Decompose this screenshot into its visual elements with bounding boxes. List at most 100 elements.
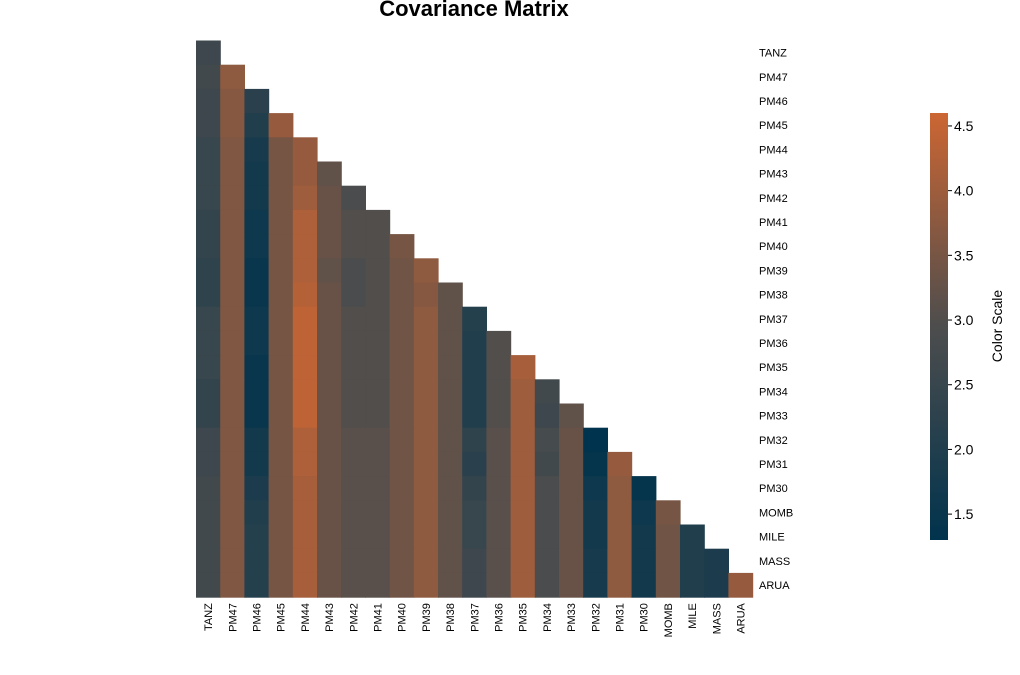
heatmap-cell-arua-pm45: [268, 572, 294, 598]
heatmap-cell-pm43-pm43: [317, 161, 342, 187]
heatmap-cell-pm39-pm41: [365, 258, 391, 284]
heatmap-cell-momb-pm35: [510, 500, 536, 526]
heatmap-cell-pm34-pm37: [462, 379, 487, 405]
heatmap-cell-pm33-pm47: [220, 403, 245, 429]
heatmap-cell-pm32-pm36: [486, 427, 512, 453]
heatmap-cell-pm30-pm34: [534, 476, 560, 501]
heatmap-cell-mile-pm38: [438, 524, 463, 550]
heatmap-cell-pm35-pm46: [244, 355, 270, 380]
heatmap-cell-pm33-pm35: [510, 403, 536, 429]
column-label-pm30: PM30: [639, 603, 651, 632]
legend-tick-label: 2.0: [954, 441, 974, 457]
column-label-pm38: PM38: [445, 603, 457, 632]
column-label-pm33: PM33: [566, 603, 578, 632]
legend-tick-label: 3.0: [954, 312, 974, 328]
heatmap-cell-pm33-pm34: [534, 403, 560, 429]
row-label-pm42: PM42: [759, 193, 788, 205]
heatmap-cell-pm40-pm44: [292, 234, 318, 259]
heatmap-cell-arua-pm41: [365, 572, 391, 598]
heatmap-cell-pm40-pm45: [268, 234, 294, 259]
heatmap-cell-pm31-pm35: [510, 451, 536, 477]
heatmap-cell-pm30-pm30: [631, 476, 657, 501]
heatmap-cell-pm45-pm45: [268, 113, 294, 138]
heatmap-cell-pm33-pm41: [365, 403, 391, 429]
heatmap-cell-pm32-pm32: [583, 427, 608, 453]
heatmap-cell-mass-pm44: [292, 548, 318, 574]
heatmap-cell-pm39-pm43: [317, 258, 342, 284]
legend-tick-label: 4.0: [954, 183, 974, 199]
column-label-pm34: PM34: [542, 603, 554, 632]
heatmap-cell-pm34-pm39: [413, 379, 439, 405]
heatmap-cell-pm37-tanz: [196, 306, 221, 332]
heatmap-cell-pm35-pm36: [486, 355, 512, 380]
heatmap-cell-arua-momb: [655, 572, 681, 598]
heatmap-cell-tanz-tanz: [196, 40, 221, 66]
heatmap-cell-pm35-pm39: [413, 355, 439, 380]
heatmap-cell-mass-pm39: [413, 548, 439, 574]
heatmap-cell-pm38-pm46: [244, 282, 270, 308]
heatmap-cell-pm38-tanz: [196, 282, 221, 308]
heatmap-cell-pm39-pm42: [341, 258, 366, 284]
heatmap-cell-pm37-pm47: [220, 306, 245, 332]
row-label-pm34: PM34: [759, 386, 788, 398]
heatmap-cell-pm43-tanz: [196, 161, 221, 187]
heatmap-cell-mile-pm40: [389, 524, 415, 550]
row-label-pm33: PM33: [759, 411, 788, 423]
heatmap-cell-pm36-pm44: [292, 330, 318, 356]
heatmap-cell-pm33-pm38: [438, 403, 463, 429]
heatmap-cell-arua-arua: [728, 572, 754, 598]
heatmap-cell-pm30-pm39: [413, 476, 439, 501]
heatmap-cell-pm36-pm39: [413, 330, 439, 356]
legend-tick-label: 2.5: [954, 377, 974, 393]
heatmap-cell-mass-pm42: [341, 548, 366, 574]
heatmap-cell-pm41-tanz: [196, 209, 221, 235]
heatmap-cell-mile-pm31: [607, 524, 633, 550]
row-label-pm40: PM40: [759, 241, 788, 253]
heatmap-cell-pm36-pm41: [365, 330, 391, 356]
heatmap-cell-pm37-pm42: [341, 306, 366, 332]
heatmap-cell-pm43-pm44: [292, 161, 318, 187]
heatmap-cell-pm35-pm47: [220, 355, 245, 380]
heatmap-cell-pm30-pm43: [317, 476, 342, 501]
heatmap-cell-pm47-tanz: [196, 64, 221, 90]
heatmap-cell-mile-pm46: [244, 524, 270, 550]
heatmap-cell-pm37-pm37: [462, 306, 487, 332]
heatmap-cell-pm30-pm33: [559, 476, 584, 501]
heatmap-cell-pm41-pm42: [341, 209, 366, 235]
heatmap-cell-momb-pm30: [631, 500, 657, 526]
column-label-pm31: PM31: [615, 603, 627, 632]
heatmap-cell-pm36-pm47: [220, 330, 245, 356]
heatmap-cell-pm32-pm39: [413, 427, 439, 453]
column-labels: TANZ PM47 PM46 PM45 PM44 PM43 PM42 PM41 PM40 PM39…: [203, 602, 747, 637]
heatmap-cell-pm32-pm47: [220, 427, 245, 453]
row-label-pm43: PM43: [759, 169, 788, 181]
heatmap-cell-pm43-pm46: [244, 161, 270, 187]
column-label-pm47: PM47: [227, 603, 239, 632]
row-label-pm45: PM45: [759, 120, 788, 132]
heatmap-cell-pm44-pm44: [292, 137, 318, 163]
color-legend: 1.5 2.0 2.5 3.0 3.5 4.0 4.5 Color Scale: [930, 113, 1005, 540]
heatmap-cell-arua-pm30: [631, 572, 657, 598]
heatmap-cell-pm37-pm44: [292, 306, 318, 332]
heatmap-cell-pm38-pm42: [341, 282, 366, 308]
row-label-mass: MASS: [759, 556, 790, 568]
row-label-momb: MOMB: [759, 507, 793, 519]
color-legend-label: Color Scale: [989, 290, 1005, 363]
row-label-pm44: PM44: [759, 144, 788, 156]
heatmap-cell-pm31-pm39: [413, 451, 439, 477]
heatmap-cell-momb-pm32: [583, 500, 608, 526]
heatmap-cell-pm32-pm37: [462, 427, 487, 453]
column-label-pm45: PM45: [276, 603, 288, 632]
heatmap-cell-pm35-pm45: [268, 355, 294, 380]
heatmap-cell-mass-pm30: [631, 548, 657, 574]
heatmap-cell-pm31-pm38: [438, 451, 463, 477]
heatmap-cell-momb-tanz: [196, 500, 221, 526]
heatmap-cell-mile-tanz: [196, 524, 221, 550]
heatmap-cell-arua-pm38: [438, 572, 463, 598]
heatmap-cell-pm36-pm36: [486, 330, 512, 356]
heatmap-cell-pm39-pm44: [292, 258, 318, 284]
heatmap-cell-arua-pm37: [462, 572, 487, 598]
column-label-pm44: PM44: [300, 603, 312, 632]
column-label-mile: MILE: [687, 603, 699, 629]
heatmap-cell-mass-pm38: [438, 548, 463, 574]
